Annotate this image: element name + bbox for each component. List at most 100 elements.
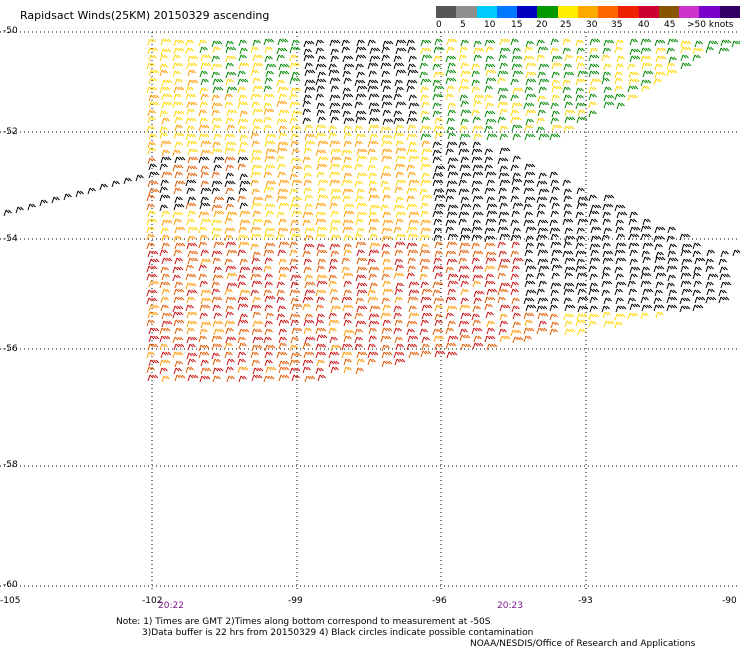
wind-barb [497,272,506,280]
wind-barb [471,156,483,164]
wind-barb [251,188,260,196]
wind-barb [187,148,199,156]
wind-barb [381,327,393,335]
wind-barb [173,319,185,327]
wind-barb [380,335,392,343]
legend-labels: 0 5 10 15 20 25 30 35 40 45 >50 knots [436,18,740,32]
wind-barb [434,304,443,312]
wind-barb [419,273,428,281]
wind-barb [499,133,508,141]
wind-barb [355,133,367,141]
wind-barb [354,343,363,351]
wind-barb [654,63,663,71]
wind-barb [343,210,355,218]
wind-barb [211,117,223,125]
wind-barb [524,46,533,54]
wind-barb [511,265,520,273]
wind-barb [601,280,613,288]
wind-barb [226,272,238,280]
wind-barb [705,296,717,304]
wind-barb [680,46,692,54]
wind-barb [329,39,341,47]
wind-barb [419,188,428,196]
wind-barb [159,281,171,289]
wind-barb [264,164,276,172]
wind-barb [368,266,380,274]
wind-barb [224,227,236,235]
wind-barb [148,101,160,109]
wind-barb [512,47,521,55]
wind-barb [472,319,481,327]
wind-barb [315,202,327,210]
wind-barb [615,305,627,313]
wind-barb [524,280,536,288]
wind-barb [278,374,290,382]
wind-barb [406,203,418,211]
wind-barb [563,241,572,249]
wind-barb [394,163,406,171]
wind-barb [549,133,561,141]
wind-barb [226,124,235,132]
wind-barb [264,227,276,235]
wind-barb [615,297,624,305]
wind-barb [368,249,380,257]
wind-barb [187,69,196,77]
wind-barb [512,227,521,235]
wind-barb [355,54,367,62]
wind-barb [367,296,379,304]
wind-barb [200,187,212,195]
wind-barb [588,288,600,296]
wind-barb [173,218,182,226]
wind-barb [237,101,249,109]
wind-barb [342,93,354,101]
wind-barb [147,180,159,188]
wind-barb [174,141,183,149]
wind-barb [524,258,533,266]
wind-barb [304,124,313,132]
wind-barb [251,266,263,274]
wind-barb [629,38,638,46]
wind-barb [369,233,378,241]
wind-barb [172,266,184,274]
wind-barb [601,77,610,85]
wind-barb [316,163,328,171]
wind-barb [278,218,287,226]
wind-barb [420,202,429,210]
wind-barb [382,258,391,266]
legend-label-1: 5 [460,20,466,30]
wind-barb [525,242,534,250]
wind-barb [577,288,586,296]
wind-barb [536,39,545,47]
wind-barb [316,296,325,304]
wind-barb [615,273,624,281]
wind-barb [406,85,415,93]
wind-barb [237,148,246,156]
wind-barb [551,55,563,63]
wind-barb [135,174,144,182]
legend-swatch-10 [638,6,659,18]
wind-barb [393,62,405,70]
wind-barb [706,288,715,296]
wind-barb [369,282,378,290]
wind-barb [629,273,638,281]
wind-barb [537,258,549,266]
wind-barb [484,296,496,304]
wind-barb [237,281,246,289]
wind-barb [588,194,597,202]
wind-barb [407,171,416,179]
wind-barb [200,54,212,62]
wind-barb [225,117,234,125]
wind-barb [420,210,429,218]
wind-barb [368,172,377,180]
wind-barb [87,187,96,195]
wind-barb [525,304,537,312]
wind-barb [237,319,249,327]
wind-barb [563,282,575,290]
wind-barb [473,290,485,298]
wind-barb [510,116,522,124]
wind-barb [473,297,482,305]
wind-barb [265,180,277,188]
wind-barb [330,188,342,196]
wind-barb [432,172,444,180]
wind-barb [381,148,393,156]
